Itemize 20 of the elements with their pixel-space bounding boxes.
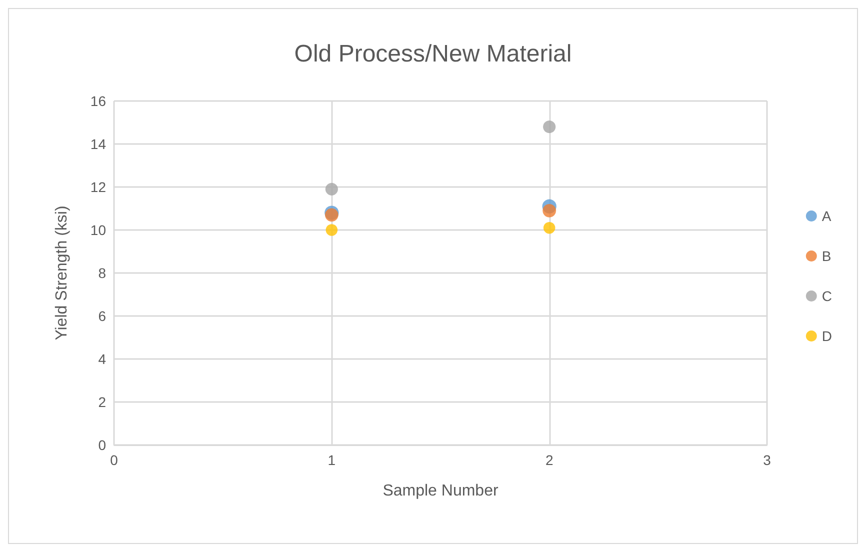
x-tick-label: 3 (763, 452, 772, 468)
y-axis-title: Yield Strength (ksi) (54, 206, 70, 340)
x-axis-title: Sample Number (382, 482, 499, 500)
x-tick-label: 0 (110, 452, 118, 468)
chart-title: Old Process/New Material (294, 40, 572, 68)
legend-label: A (822, 208, 832, 224)
x-tick-label: 2 (545, 452, 554, 468)
y-tick-label: 8 (98, 265, 106, 281)
legend-label: C (822, 288, 832, 304)
y-tick-label: 6 (98, 308, 106, 324)
y-tick-label: 14 (90, 136, 106, 152)
y-tick-label: 4 (98, 351, 106, 367)
y-tick-label: 12 (90, 179, 106, 195)
x-tick-label: 1 (328, 452, 336, 468)
y-tick-label: 10 (90, 222, 106, 238)
y-tick-label: 0 (98, 437, 106, 453)
legend-label: B (822, 248, 832, 264)
legend-label: D (822, 328, 832, 344)
y-tick-label: 16 (90, 93, 106, 109)
y-tick-label: 2 (98, 394, 106, 410)
